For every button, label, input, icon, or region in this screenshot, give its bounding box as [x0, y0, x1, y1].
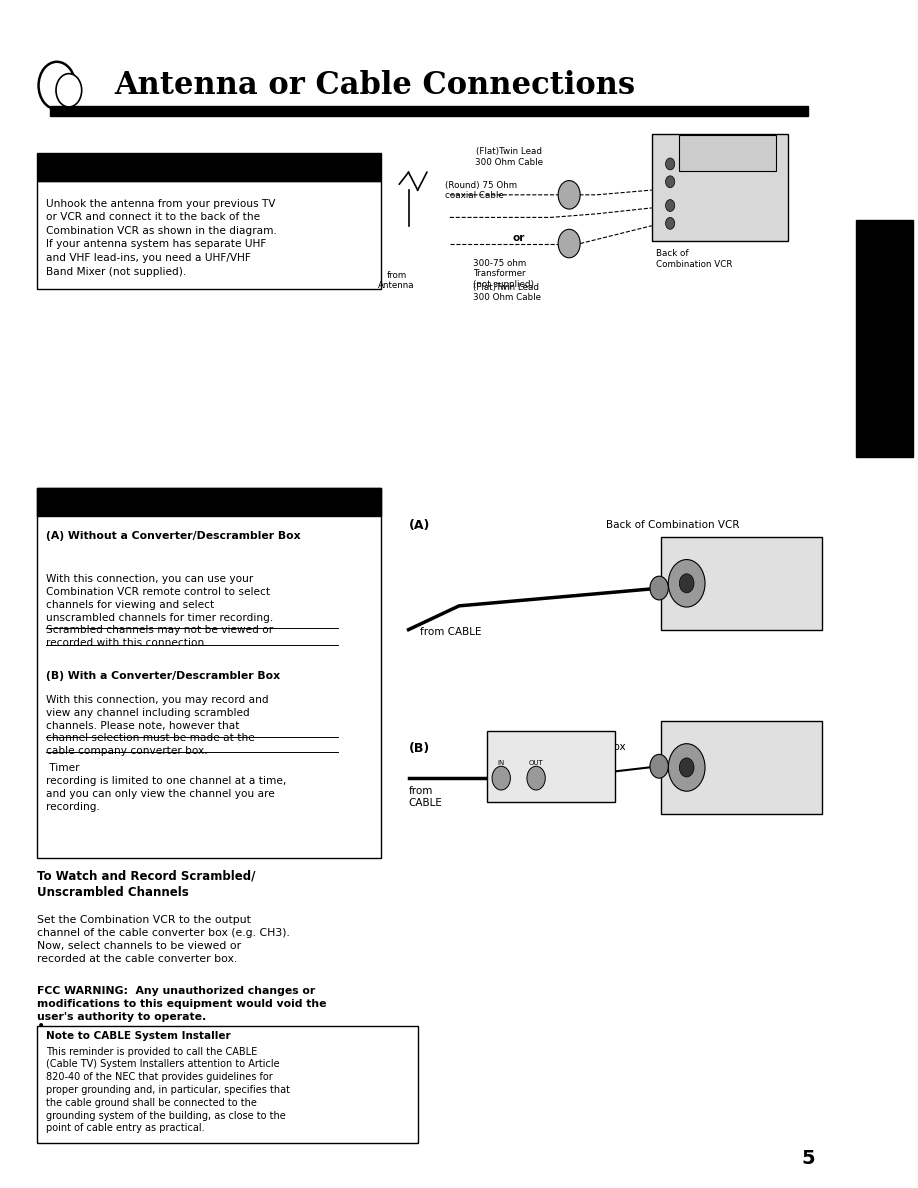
Text: (Flat)Twin Lead
300 Ohm Cable: (Flat)Twin Lead 300 Ohm Cable — [473, 283, 541, 302]
Text: (Round) 75 Ohm
coaxial Cable: (Round) 75 Ohm coaxial Cable — [445, 181, 518, 200]
Text: 5: 5 — [801, 1149, 814, 1168]
Text: (A) Without a Converter/Descrambler Box: (A) Without a Converter/Descrambler Box — [46, 531, 300, 541]
Bar — [37, 1026, 418, 1143]
Bar — [37, 488, 381, 516]
Circle shape — [558, 181, 580, 209]
Text: With this connection, you can use your
Combination VCR remote control to select
: With this connection, you can use your C… — [46, 574, 274, 624]
Text: Antenna or Cable Connections: Antenna or Cable Connections — [115, 70, 636, 101]
Bar — [661, 721, 822, 814]
Circle shape — [56, 74, 82, 107]
Text: OUT: OUT — [529, 759, 543, 766]
Text: Unhook the antenna from your previous TV
or VCR and connect it to the back of th: Unhook the antenna from your previous TV… — [46, 198, 276, 277]
Text: Back of
Combination VCR: Back of Combination VCR — [656, 249, 733, 268]
Bar — [37, 153, 381, 181]
Circle shape — [558, 229, 580, 258]
Circle shape — [666, 217, 675, 229]
Bar — [37, 181, 381, 289]
Text: Back of Combination VCR: Back of Combination VCR — [606, 520, 739, 530]
Text: Set the Combination VCR to the output
channel of the cable converter box (e.g. C: Set the Combination VCR to the output ch… — [37, 915, 289, 965]
Circle shape — [666, 176, 675, 188]
Text: (A): (A) — [409, 519, 430, 531]
Text: FCC WARNING:  Any unauthorized changes or
modifications to this equipment would : FCC WARNING: Any unauthorized changes or… — [37, 986, 326, 1023]
Text: Cable Connections: Cable Connections — [46, 495, 169, 507]
Text: UHF/VHF Band
Mixer (not supplied): UHF/VHF Band Mixer (not supplied) — [684, 147, 771, 166]
Text: •: • — [37, 1019, 45, 1034]
Text: Scrambled channels may not be viewed or
recorded with this connection.: Scrambled channels may not be viewed or … — [46, 625, 273, 649]
Text: With this connection, you may record and
view any channel including scrambled
ch: With this connection, you may record and… — [46, 695, 269, 732]
Text: from
CABLE: from CABLE — [409, 786, 442, 808]
Text: channel selection must be made at the
cable company converter box.: channel selection must be made at the ca… — [46, 733, 254, 757]
Text: 300-75 ohm
Transformer
(not supplied): 300-75 ohm Transformer (not supplied) — [473, 259, 533, 289]
Text: or: or — [512, 233, 525, 242]
Text: (B): (B) — [409, 742, 430, 754]
Text: IN: IN — [498, 759, 505, 766]
Bar — [37, 488, 381, 858]
Circle shape — [666, 200, 675, 211]
Text: To Watch and Record Scrambled/
Unscrambled Channels: To Watch and Record Scrambled/ Unscrambl… — [37, 870, 255, 898]
Circle shape — [650, 576, 668, 600]
Text: from
Antenna: from Antenna — [378, 271, 415, 290]
Bar — [652, 134, 788, 241]
Circle shape — [668, 744, 705, 791]
Text: Cable TV
Converter Box: Cable TV Converter Box — [551, 731, 625, 752]
Text: This reminder is provided to call the CABLE
(Cable TV) System Installers attenti: This reminder is provided to call the CA… — [46, 1047, 290, 1133]
Text: Outdoor Antenna Connection: Outdoor Antenna Connection — [46, 160, 239, 173]
Circle shape — [666, 158, 675, 170]
Circle shape — [527, 766, 545, 790]
Text: (B) With a Converter/Descrambler Box: (B) With a Converter/Descrambler Box — [46, 671, 280, 681]
Bar — [679, 135, 776, 171]
Circle shape — [679, 574, 694, 593]
Bar — [487, 731, 615, 802]
Circle shape — [650, 754, 668, 778]
Circle shape — [492, 766, 510, 790]
Bar — [661, 537, 822, 630]
Circle shape — [679, 758, 694, 777]
Text: Note to CABLE System Installer: Note to CABLE System Installer — [46, 1031, 230, 1041]
Text: (Flat)Twin Lead
300 Ohm Cable: (Flat)Twin Lead 300 Ohm Cable — [476, 147, 543, 166]
Bar — [50, 106, 808, 116]
Text: Getting Started: Getting Started — [880, 292, 890, 385]
Text: from CABLE: from CABLE — [420, 627, 482, 637]
Text: Timer
recording is limited to one channel at a time,
and you can only view the c: Timer recording is limited to one channe… — [46, 763, 286, 813]
Bar — [856, 220, 913, 457]
Circle shape — [668, 560, 705, 607]
